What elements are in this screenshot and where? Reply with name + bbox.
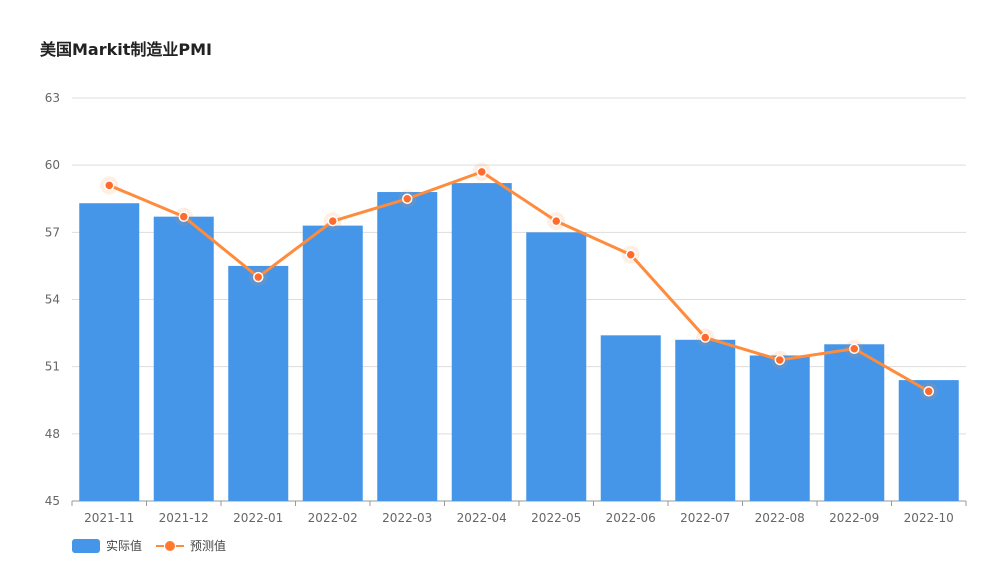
y-tick-label: 51 — [45, 360, 60, 374]
legend-bar-swatch — [72, 538, 100, 553]
bar — [749, 355, 810, 501]
x-tick-label: 2022-04 — [457, 511, 507, 525]
forecast-point — [774, 354, 785, 366]
x-tick-label: 2022-07 — [680, 511, 730, 525]
x-tick-label: 2022-08 — [755, 511, 805, 525]
forecast-point — [625, 249, 636, 260]
forecast-point — [700, 332, 711, 343]
y-tick-label: 63 — [45, 91, 60, 105]
x-tick-label: 2022-02 — [308, 511, 358, 525]
bar — [898, 380, 959, 501]
x-tick-label: 2021-12 — [159, 511, 209, 525]
bar — [824, 344, 885, 501]
legend-label-actual: 实际值 — [106, 539, 143, 553]
forecast-point — [327, 215, 338, 227]
y-tick-label: 45 — [45, 494, 60, 508]
legend: 实际值 预测值 — [72, 537, 240, 554]
forecast-line — [108, 170, 930, 393]
x-tick-label: 2021-11 — [84, 511, 134, 525]
bar — [377, 192, 438, 502]
x-tick-label: 2022-09 — [829, 511, 879, 525]
forecast-point — [849, 343, 860, 355]
forecast-point — [178, 211, 189, 222]
legend-item-forecast[interactable]: 预测值 — [156, 537, 226, 554]
bar — [526, 232, 587, 502]
bar — [451, 183, 512, 502]
forecast-point — [476, 166, 487, 178]
forecast-point — [402, 193, 413, 204]
bar — [79, 203, 140, 501]
bar — [228, 265, 289, 501]
bar — [302, 225, 363, 501]
legend-line-swatch — [156, 539, 185, 553]
y-tick-label: 60 — [45, 158, 60, 172]
x-tick-label: 2022-10 — [904, 511, 954, 525]
forecast-point — [104, 180, 115, 191]
legend-item-actual[interactable]: 实际值 — [72, 537, 142, 554]
forecast-point — [923, 386, 934, 397]
x-tick-label: 2022-05 — [531, 511, 581, 525]
legend-label-forecast: 预测值 — [190, 539, 227, 553]
y-tick-label: 54 — [45, 293, 60, 307]
chart-title: 美国Markit制造业PMI — [40, 40, 212, 59]
bar — [675, 339, 736, 501]
x-tick-label: 2022-01 — [233, 511, 283, 525]
x-tick-label: 2022-06 — [606, 511, 656, 525]
forecast-point — [551, 215, 562, 227]
bar — [153, 216, 214, 501]
forecast-point — [253, 271, 264, 283]
y-tick-label: 48 — [45, 427, 60, 441]
x-tick-label: 2022-03 — [382, 511, 432, 525]
bar — [600, 335, 661, 501]
y-tick-label: 57 — [45, 225, 60, 239]
